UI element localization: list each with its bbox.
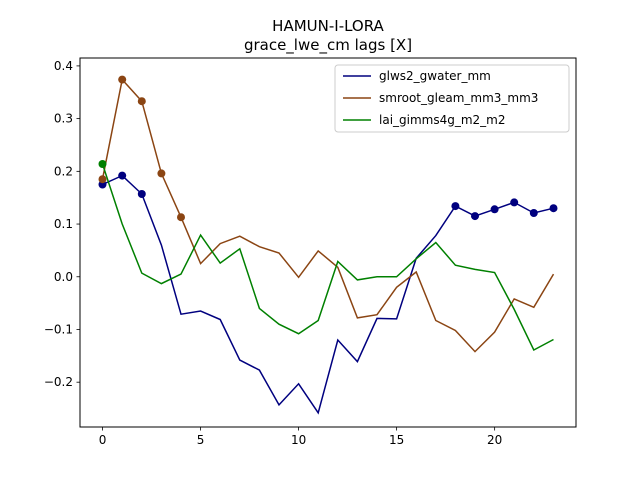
x-tick-label: 20 bbox=[487, 433, 502, 447]
series-line-0 bbox=[102, 174, 554, 415]
series-0-point bbox=[490, 205, 499, 214]
x-tick-label: 15 bbox=[389, 433, 404, 447]
series-0-point bbox=[137, 190, 146, 198]
series-1-point bbox=[118, 75, 127, 84]
y-tick-label: 0.4 bbox=[54, 59, 73, 73]
x-tick-label: 10 bbox=[291, 433, 306, 447]
x-tick-label: 0 bbox=[99, 433, 107, 447]
series-2-point bbox=[98, 160, 107, 168]
series-line-1 bbox=[101, 77, 555, 353]
y-tick-label: 0.3 bbox=[54, 112, 73, 126]
series-1-point bbox=[137, 97, 146, 106]
y-tick-label: −0.2 bbox=[44, 375, 73, 389]
legend: glws2_gwater_mm smroot_gleam_mm3_mm3 lai_g… bbox=[334, 64, 570, 133]
series-0-point bbox=[471, 212, 479, 221]
y-tick-label: 0.1 bbox=[54, 217, 73, 231]
series-0-point bbox=[510, 198, 519, 207]
y-axis: −0.2 −0.1 0.0 0.1 0.2 0.3 0.4 bbox=[44, 59, 80, 389]
chart-subtitle: grace_lwe_cm lags [X] bbox=[244, 36, 412, 55]
x-tick-label: 5 bbox=[197, 433, 205, 447]
x-axis: 0 5 10 15 20 bbox=[99, 427, 502, 447]
series-line-2 bbox=[101, 163, 554, 352]
legend-label-1: smroot_gleam_mm3_mm3 bbox=[379, 91, 538, 105]
legend-box bbox=[334, 64, 570, 133]
y-tick-label: −0.1 bbox=[44, 322, 73, 336]
legend-label-0: glws2_gwater_mm bbox=[379, 69, 491, 83]
chart-title: HAMUN-I-LORA bbox=[272, 17, 384, 35]
series-0-point bbox=[118, 171, 127, 180]
series-1-point bbox=[177, 213, 185, 222]
legend-label-2: lai_gimms4g_m2_m2 bbox=[379, 113, 506, 127]
axes-frame bbox=[79, 57, 577, 428]
series-1-point bbox=[98, 175, 107, 184]
y-tick-label: 0.0 bbox=[54, 270, 73, 284]
series-0-point bbox=[451, 202, 460, 211]
plot-series bbox=[98, 75, 558, 415]
series-0-point bbox=[549, 204, 558, 213]
series-1-point bbox=[157, 169, 166, 178]
series-0-point bbox=[529, 209, 538, 217]
y-tick-label: 0.2 bbox=[54, 164, 73, 178]
